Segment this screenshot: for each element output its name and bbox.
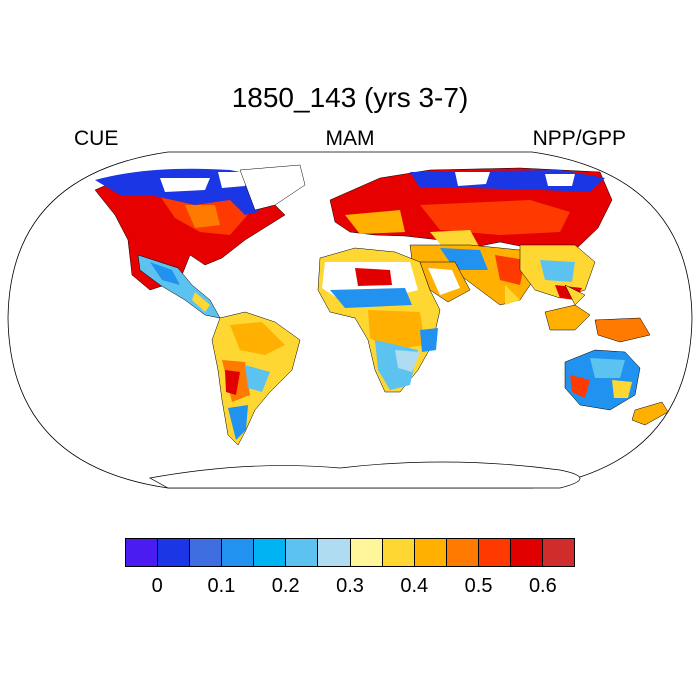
colorbar-tick-label: 0.5: [464, 575, 493, 597]
colorbar-swatch: [382, 539, 415, 566]
colorbar-tick-label: 0.2: [271, 575, 300, 597]
south-america-region: [211, 311, 301, 446]
variable-label: CUE: [74, 127, 119, 150]
colorbar-tick-label: 0.3: [336, 575, 364, 597]
eurasia-region: [329, 167, 613, 251]
south-asia-region: [409, 244, 596, 306]
colorbar-swatch: [446, 539, 479, 566]
colorbar-swatch: [126, 539, 159, 566]
colorbar-tick-label: 0.6: [528, 575, 557, 597]
colorbar-swatch: [286, 539, 319, 566]
figure-title: 1850_143 (yrs 3-7): [231, 82, 469, 113]
colorbar-swatch: [543, 539, 575, 566]
greenland-region: [239, 164, 306, 211]
colorbar-swatch: [254, 539, 287, 566]
colorbar-swatch: [350, 539, 383, 566]
colorbar-tick-label: 0: [151, 575, 163, 597]
colorbar-swatch: [414, 539, 447, 566]
colorbar: [125, 538, 575, 567]
new-zealand-region: [631, 401, 669, 426]
season-label: MAM: [325, 127, 375, 150]
colorbar-swatch: [478, 539, 511, 566]
se-asia-region: [544, 284, 651, 343]
colorbar-swatch: [510, 539, 544, 566]
antarctica-region: [148, 461, 581, 489]
australia-region: [564, 349, 641, 411]
colorbar-swatch: [318, 539, 351, 566]
africa-region: [317, 247, 441, 393]
colorbar-swatch: [158, 539, 191, 566]
colorbar-swatch: [190, 539, 223, 566]
units-label: NPP/GPP: [532, 127, 626, 150]
colorbar-tick-label: 0.1: [207, 575, 236, 597]
north-america-region: [94, 168, 286, 319]
colorbar-tick-label: 0.4: [400, 575, 429, 597]
colorbar-swatch: [222, 539, 255, 566]
